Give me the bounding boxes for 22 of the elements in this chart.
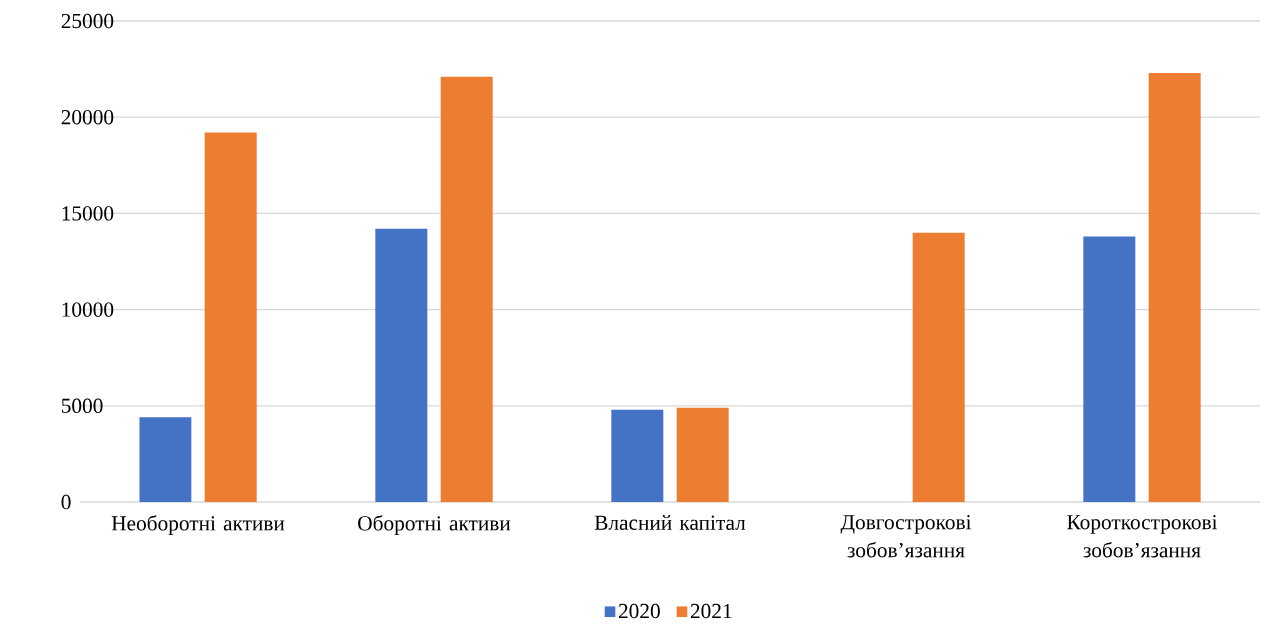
bar xyxy=(611,409,664,502)
bar xyxy=(1083,236,1136,502)
x-tick-label: Довгострокові зобов’язання xyxy=(840,515,972,558)
bar xyxy=(912,232,965,502)
legend-label: 2020 xyxy=(618,603,660,619)
x-tick-label: Необоротні активи xyxy=(111,515,285,535)
x-tick-label: Власний капітал xyxy=(594,515,746,530)
y-tick-label: 5000 xyxy=(61,398,103,413)
y-tick-label: 20000 xyxy=(61,110,114,125)
y-tick-label: 25000 xyxy=(61,13,114,29)
bar xyxy=(440,76,493,502)
y-tick-label: 0 xyxy=(61,494,71,510)
legend-label: 2021 xyxy=(690,603,732,619)
bar xyxy=(375,228,428,502)
y-tick-label: 10000 xyxy=(62,302,114,317)
x-tick-label: Оборотні активи xyxy=(358,515,511,535)
bar xyxy=(1148,72,1201,502)
x-tick-label: Короткострокові зобов’язання xyxy=(1067,515,1218,558)
bar xyxy=(204,132,257,502)
y-tick-label: 15000 xyxy=(62,206,114,221)
bar xyxy=(676,407,729,502)
bar xyxy=(139,417,192,502)
